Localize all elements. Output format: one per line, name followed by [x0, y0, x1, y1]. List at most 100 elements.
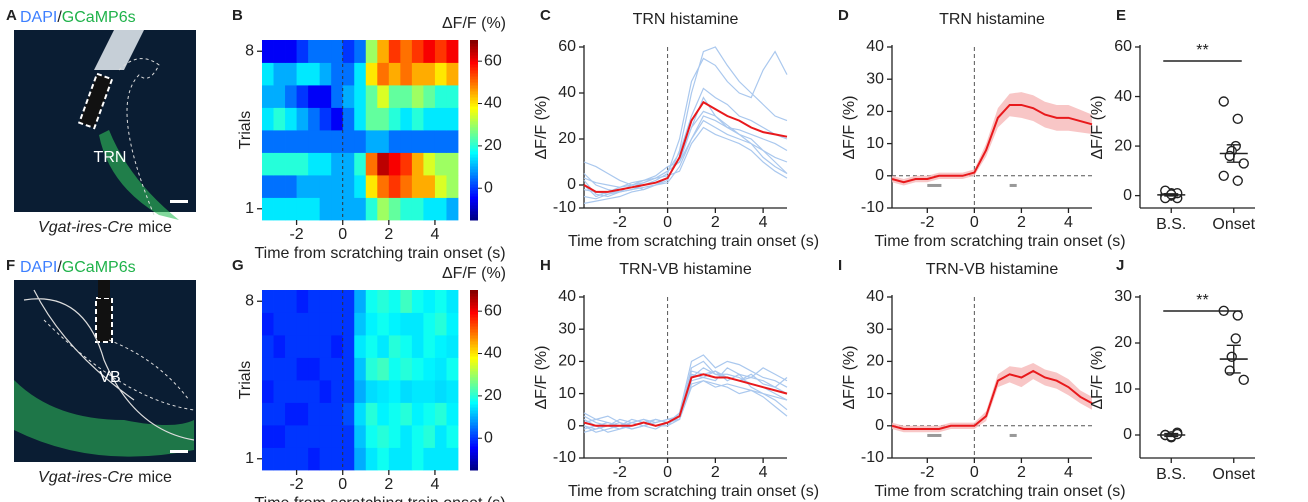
heat-cell	[342, 107, 355, 131]
y-tick-label: 8	[245, 42, 254, 59]
stain-label-part: /	[57, 259, 62, 276]
colorbar-step	[470, 455, 478, 459]
heat-cell	[273, 152, 286, 176]
x-tick-label: -2	[289, 476, 303, 493]
heat-cell	[388, 197, 401, 221]
sem-bar	[1164, 193, 1179, 197]
heat-cell	[411, 402, 424, 426]
stain-label-part: GCaMP6s	[62, 9, 136, 26]
sem-bar	[1164, 432, 1179, 438]
colorbar-step	[470, 151, 478, 155]
x-axis-label: Time from scratching train onset (s)	[254, 245, 505, 262]
x-axis-label: Time from scratching train onset (s)	[568, 233, 819, 250]
heat-cell	[285, 62, 297, 86]
heat-cell	[331, 85, 344, 108]
heat-cell	[342, 197, 355, 221]
heat-cell	[319, 152, 332, 176]
colorbar-tick-label: 20	[484, 387, 502, 404]
heat-cell	[262, 380, 274, 403]
heat-cell	[285, 312, 297, 336]
heat-cell	[285, 40, 297, 63]
x-axis-label: Time from scratching train onset (s)	[568, 483, 819, 500]
heat-cell	[308, 197, 321, 221]
heat-cell	[273, 447, 286, 471]
x-tick-label: 2	[1017, 214, 1026, 231]
colorbar-step	[470, 205, 478, 209]
y-tick-label: 0	[875, 417, 884, 434]
heat-cell	[423, 335, 436, 358]
analysis-window	[1009, 183, 1017, 187]
colorbar-step	[470, 154, 478, 158]
heat-cell	[342, 402, 355, 426]
heat-cell	[331, 130, 344, 153]
colorbar-step	[470, 320, 478, 324]
mean-trace	[583, 100, 788, 193]
heat-cell	[331, 197, 344, 221]
y-tick-label: -10	[553, 199, 576, 216]
heat-cell	[319, 312, 332, 336]
colorbar-step	[470, 148, 478, 152]
heat-cell	[400, 107, 413, 131]
heat-cell	[365, 357, 378, 381]
colorbar-step	[470, 350, 478, 354]
colorbar-step	[470, 467, 478, 471]
y-tick-label: 40	[866, 38, 884, 55]
colorbar-step	[470, 181, 478, 185]
heat-cell	[388, 425, 401, 448]
trial-trace	[583, 110, 788, 191]
analysis-window	[1009, 433, 1017, 437]
y-tick-label: 0	[1123, 187, 1132, 204]
colorbar-step	[470, 425, 478, 429]
heat-cell	[446, 357, 459, 381]
colorbar-step	[470, 43, 478, 47]
heat-cell	[296, 312, 309, 336]
colorbar-step	[470, 169, 478, 173]
heat-cell	[342, 425, 355, 448]
colorbar-step	[470, 461, 478, 465]
heat-cell	[411, 197, 424, 221]
heat-cell	[273, 197, 286, 221]
panel-letter: I	[838, 257, 842, 274]
data-point	[1226, 351, 1237, 362]
heat-cell	[285, 447, 297, 471]
heat-cell	[285, 335, 297, 358]
heat-cell	[308, 290, 321, 313]
analysis-window	[927, 183, 942, 187]
heat-cell	[296, 335, 309, 358]
colorbar-step	[470, 97, 478, 101]
caption-genotype: Vgat-ires-Cre	[38, 469, 133, 486]
heat-cell	[319, 290, 332, 313]
heat-cell	[296, 107, 309, 131]
caption-genotype: Vgat-ires-Cre	[38, 219, 133, 236]
x-tick-label: -2	[920, 464, 934, 481]
heat-cell	[342, 62, 355, 86]
panel-letter: J	[1116, 257, 1124, 274]
heat-cell	[354, 335, 367, 358]
vb-glow	[14, 380, 194, 457]
y-tick-label: 30	[558, 320, 576, 337]
heat-cell	[296, 402, 309, 426]
heat-cell	[434, 380, 447, 403]
fiber-tip	[77, 72, 114, 130]
colorbar-step	[470, 353, 478, 357]
heat-cell	[285, 152, 297, 176]
x-tick-label: -2	[920, 214, 934, 231]
caption-rest: mice	[138, 469, 172, 486]
heat-cell	[296, 290, 309, 313]
y-tick-label: 0	[875, 167, 884, 184]
colorbar-step	[470, 443, 478, 447]
heat-cell	[285, 380, 297, 403]
heat-cell	[354, 290, 367, 313]
heat-cell	[434, 197, 447, 221]
heat-cell	[400, 175, 413, 198]
panel-letter: F	[6, 257, 15, 274]
trial-trace	[583, 354, 788, 430]
heat-cell	[354, 152, 367, 176]
heat-cell	[308, 402, 321, 426]
heat-cell	[377, 152, 390, 176]
caption: Vgat-ires-Cre mice	[38, 469, 172, 486]
colorbar-step	[470, 329, 478, 333]
colorbar-step	[470, 109, 478, 113]
panel-letter: G	[232, 257, 244, 274]
